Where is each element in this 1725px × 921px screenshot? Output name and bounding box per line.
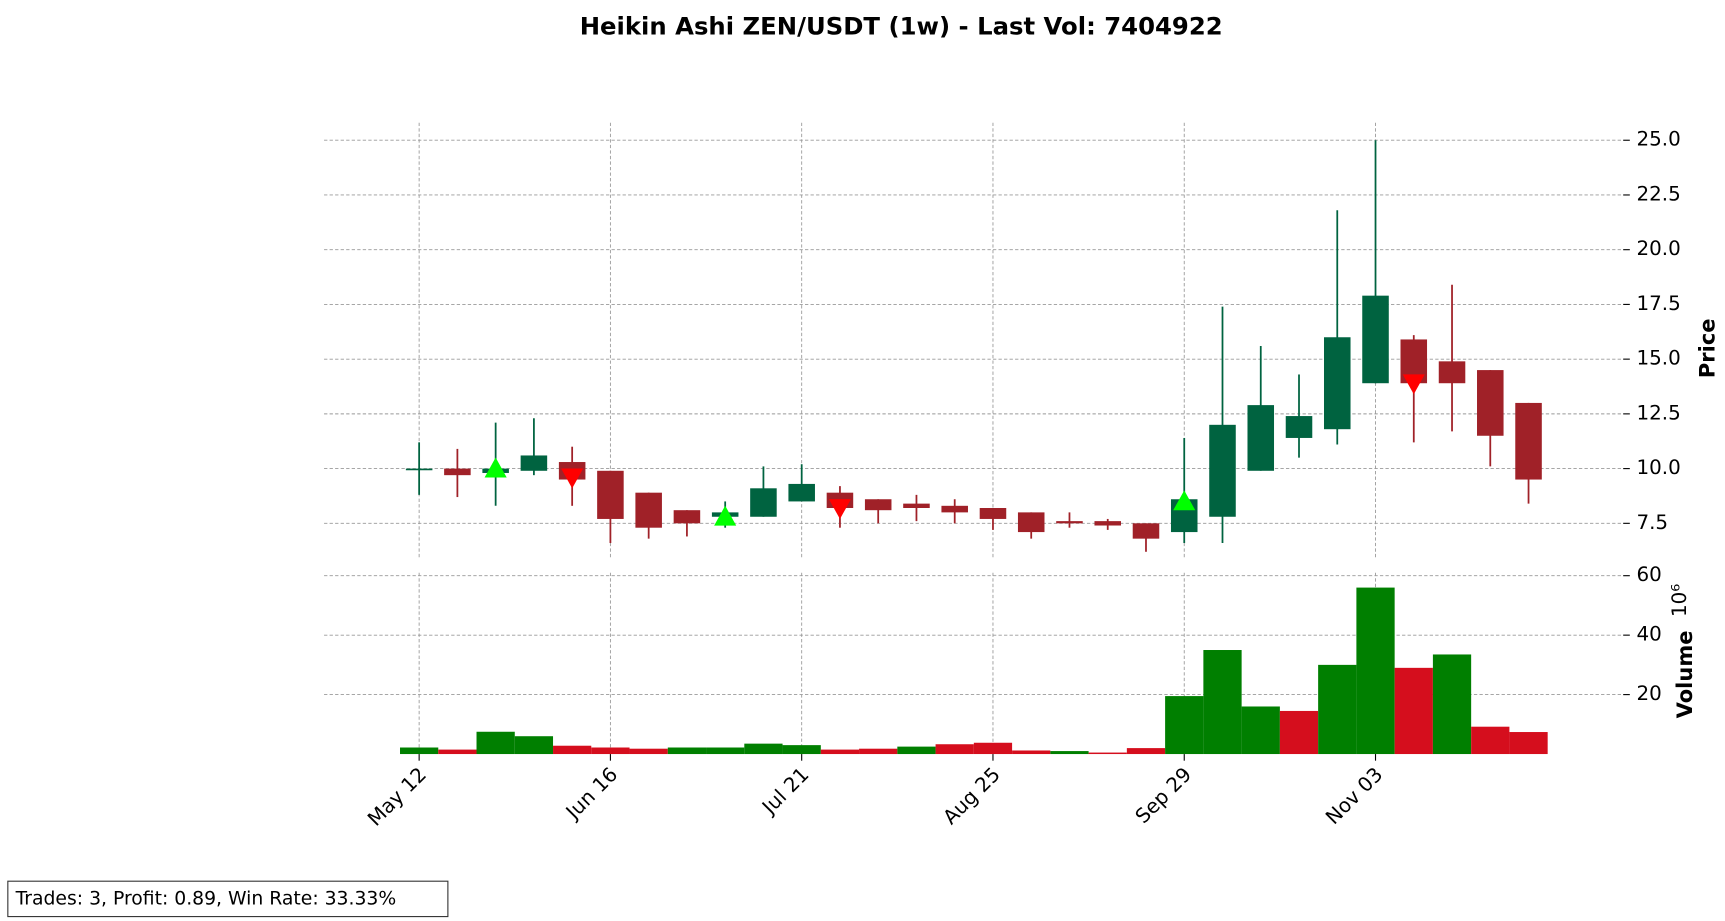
- sell-marker: [828, 499, 852, 520]
- candle-body: [864, 499, 892, 511]
- candle-body: [941, 505, 968, 513]
- candle-body: [1209, 424, 1236, 517]
- y-tick-label: 20.0: [1636, 237, 1680, 260]
- candle-body: [1017, 512, 1045, 533]
- volume-bar: [1203, 650, 1242, 755]
- x-tick-label: Aug 25: [939, 763, 1005, 829]
- y-tick-label: 12.5: [1636, 401, 1680, 424]
- candle-body: [444, 468, 471, 476]
- candle-body: [788, 483, 815, 502]
- y-tick-label: 22.5: [1636, 182, 1680, 205]
- volume-bar: [476, 731, 515, 755]
- y-tick-label: 60: [1636, 563, 1661, 586]
- volume-bar: [744, 743, 783, 755]
- volume-bar: [1356, 587, 1395, 755]
- x-tick-label: May 12: [363, 763, 431, 831]
- y-tick-label: 25.0: [1636, 128, 1680, 151]
- y-tick-label: 40: [1636, 623, 1661, 646]
- buy-marker: [484, 457, 507, 478]
- candle-body: [750, 488, 777, 517]
- candle-body: [1477, 370, 1504, 436]
- volume-bar: [1509, 732, 1548, 755]
- candle-body: [1362, 295, 1389, 384]
- volume-bar: [514, 736, 554, 755]
- candle-body: [405, 468, 433, 471]
- volume-bar: [1394, 667, 1433, 755]
- volume-bar: [935, 744, 974, 755]
- volume-bar: [1241, 706, 1280, 755]
- x-tick-label: Jul 21: [757, 763, 814, 820]
- volume-bar: [706, 747, 745, 755]
- candle-body: [1247, 405, 1275, 471]
- volume-bar: [820, 749, 860, 755]
- volume-bar: [553, 745, 592, 755]
- candle-body: [1515, 402, 1542, 480]
- x-tick-label: Sep 29: [1131, 763, 1196, 828]
- candle-body: [979, 508, 1007, 519]
- volume-bar: [1088, 752, 1127, 755]
- volume-bar: [973, 742, 1013, 755]
- candle-body: [1094, 521, 1121, 526]
- volume-bar: [438, 749, 477, 755]
- candle-body: [635, 492, 662, 528]
- candle-body: [1323, 337, 1351, 430]
- volume-bar: [1165, 696, 1204, 755]
- y-tick-label: 15.0: [1636, 347, 1680, 370]
- volume-bar: [629, 748, 668, 755]
- y-tick-label: 10.0: [1636, 456, 1680, 479]
- annotation-box: [7, 880, 449, 918]
- x-tick-label: Jun 16: [560, 763, 622, 825]
- buy-marker: [1173, 490, 1196, 511]
- volume-bar: [1126, 748, 1166, 755]
- price-axis-label: Price: [1695, 318, 1719, 378]
- chart-title: Heikin Ashi ZEN/USDT (1w) - Last Vol: 74…: [580, 12, 1223, 41]
- volume-bar: [1318, 664, 1357, 755]
- volume-bar: [897, 746, 936, 755]
- sell-marker: [1402, 374, 1425, 395]
- candle-body: [673, 510, 701, 524]
- candle-body: [520, 455, 548, 471]
- volume-bar: [782, 745, 821, 755]
- volume-bar: [859, 748, 898, 755]
- candle-body: [1132, 523, 1160, 539]
- candle-body: [1438, 361, 1466, 384]
- sell-marker: [561, 468, 584, 489]
- volume-bar: [667, 747, 707, 755]
- volume-bar: [1050, 751, 1089, 755]
- candle-body: [903, 503, 930, 509]
- buy-marker: [714, 505, 737, 526]
- x-tick-label: Nov 03: [1321, 763, 1387, 829]
- y-tick-label: 7.5: [1636, 511, 1668, 534]
- volume-bar: [1279, 710, 1319, 755]
- candle-body: [597, 470, 624, 519]
- y-tick-label: 17.5: [1636, 292, 1680, 315]
- candle-body: [1056, 521, 1083, 524]
- volume-bar: [591, 747, 630, 755]
- volume-bar: [1432, 654, 1472, 755]
- candle-body: [1285, 416, 1313, 438]
- y-tick-label: 20: [1636, 682, 1661, 705]
- volume-scale-label: 10⁶: [1668, 584, 1691, 617]
- annotation: Trades: 3, Profit: 0.89, Win Rate: 33.33…: [15, 888, 397, 909]
- volume-bar: [1012, 750, 1051, 755]
- volume-bar: [400, 747, 439, 755]
- volume-bar: [1471, 726, 1510, 755]
- volume-axis-label: Volume: [1673, 631, 1697, 719]
